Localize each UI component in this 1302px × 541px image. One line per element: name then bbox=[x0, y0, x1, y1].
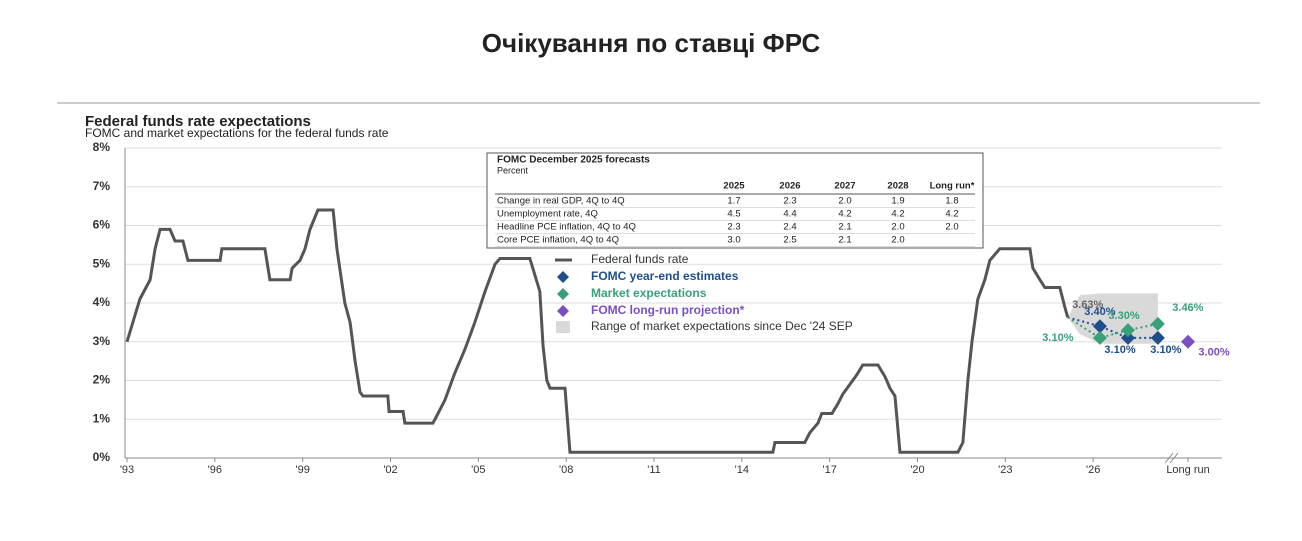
table-cell: 2.0 bbox=[891, 222, 904, 233]
chart-title: Federal funds rate expectations bbox=[85, 113, 311, 130]
x-tick-label: '02 bbox=[383, 464, 397, 476]
x-tick-label: '05 bbox=[471, 464, 485, 476]
legend-marker bbox=[557, 271, 569, 283]
x-tick-label: '20 bbox=[910, 464, 924, 476]
axis-break bbox=[1164, 452, 1174, 464]
x-tick-label: '23 bbox=[998, 464, 1012, 476]
legend-marker bbox=[557, 288, 569, 300]
diamond-marker bbox=[1092, 319, 1107, 334]
data-label: 3.40% bbox=[1084, 306, 1115, 318]
table-row-label: Change in real GDP, 4Q to 4Q bbox=[497, 196, 625, 207]
table-row-label: Headline PCE inflation, 4Q to 4Q bbox=[497, 222, 636, 233]
y-tick-label: 6% bbox=[93, 218, 111, 232]
diamond-marker bbox=[1181, 334, 1196, 349]
table-cell: 1.7 bbox=[727, 196, 740, 207]
table-cell: 2.0 bbox=[945, 222, 958, 233]
diamond-marker bbox=[1121, 323, 1136, 338]
x-tick-label: '08 bbox=[559, 464, 573, 476]
x-tick-label: '96 bbox=[208, 464, 222, 476]
table-cell: 2.3 bbox=[727, 222, 740, 233]
table-cell: 4.2 bbox=[945, 209, 958, 220]
table-subtitle: Percent bbox=[497, 165, 529, 175]
table-cell: 2.3 bbox=[783, 196, 796, 207]
table-box bbox=[486, 152, 984, 249]
data-label: 3.10% bbox=[1042, 332, 1073, 344]
y-tick-label: 0% bbox=[93, 450, 111, 464]
table-cell: 4.2 bbox=[891, 209, 904, 220]
y-tick-label: 2% bbox=[93, 373, 111, 387]
table-cell: 2.5 bbox=[783, 235, 796, 246]
table-cell: 3.0 bbox=[727, 235, 740, 246]
data-label: 3.00% bbox=[1198, 347, 1229, 359]
data-label: 3.30% bbox=[1108, 310, 1139, 322]
x-tick-label: Long run bbox=[1166, 464, 1209, 476]
chart-subtitle: FOMC and market expectations for the fed… bbox=[85, 126, 389, 140]
connector bbox=[1067, 316, 1158, 339]
table-header: 2026 bbox=[779, 181, 800, 192]
y-tick-label: 8% bbox=[93, 140, 111, 154]
table-row-label: Unemployment rate, 4Q bbox=[497, 209, 598, 220]
y-tick-label: 5% bbox=[93, 256, 111, 270]
table-cell: 4.4 bbox=[783, 209, 796, 220]
data-label: 3.63% bbox=[1072, 299, 1103, 311]
table-cell: 2.0 bbox=[891, 235, 904, 246]
x-tick-label: '17 bbox=[823, 464, 837, 476]
legend-marker bbox=[556, 321, 570, 333]
x-tick-label: '99 bbox=[295, 464, 309, 476]
y-tick-label: 1% bbox=[93, 411, 111, 425]
axis-break bbox=[1169, 452, 1179, 464]
table-cell: 2.1 bbox=[838, 222, 851, 233]
y-tick-label: 4% bbox=[93, 295, 111, 309]
legend-label: FOMC year-end estimates bbox=[591, 269, 739, 283]
legend-label: Market expectations bbox=[591, 286, 707, 300]
data-label: 3.46% bbox=[1172, 302, 1203, 314]
diamond-marker bbox=[1121, 330, 1136, 345]
table-cell: 4.5 bbox=[727, 209, 740, 220]
diamond-marker bbox=[1150, 316, 1165, 331]
table-cell: 2.4 bbox=[783, 222, 796, 233]
diamond-marker bbox=[1092, 330, 1107, 345]
table-cell: 2.1 bbox=[838, 235, 851, 246]
legend-marker bbox=[557, 305, 569, 317]
rate-line bbox=[125, 208, 1070, 454]
table-header: 2025 bbox=[723, 181, 745, 192]
table-header: 2028 bbox=[887, 181, 908, 192]
legend-label: Range of market expectations since Dec '… bbox=[591, 319, 853, 333]
diamond-marker bbox=[1150, 330, 1165, 345]
x-tick-label: '93 bbox=[120, 464, 134, 476]
legend-label: FOMC long-run projection* bbox=[591, 303, 745, 317]
table-header: 2027 bbox=[834, 181, 855, 192]
y-tick-label: 3% bbox=[93, 334, 111, 348]
table-title: FOMC December 2025 forecasts bbox=[497, 155, 650, 166]
x-tick-label: '14 bbox=[735, 464, 749, 476]
x-tick-label: '26 bbox=[1086, 464, 1100, 476]
x-tick-label: '11 bbox=[647, 464, 661, 476]
table-cell: 1.9 bbox=[891, 196, 904, 207]
data-label: 3.10% bbox=[1104, 344, 1135, 356]
legend-label: Federal funds rate bbox=[591, 252, 689, 266]
y-tick-label: 7% bbox=[93, 179, 111, 193]
table-header: Long run* bbox=[930, 181, 975, 192]
table-cell: 4.2 bbox=[838, 209, 851, 220]
table-row-label: Core PCE inflation, 4Q to 4Q bbox=[497, 235, 619, 246]
page-title: Очікування по ставці ФРС bbox=[482, 28, 821, 58]
data-label: 3.10% bbox=[1150, 344, 1181, 356]
table-cell: 1.8 bbox=[945, 196, 958, 207]
table-cell: 2.0 bbox=[838, 196, 851, 207]
